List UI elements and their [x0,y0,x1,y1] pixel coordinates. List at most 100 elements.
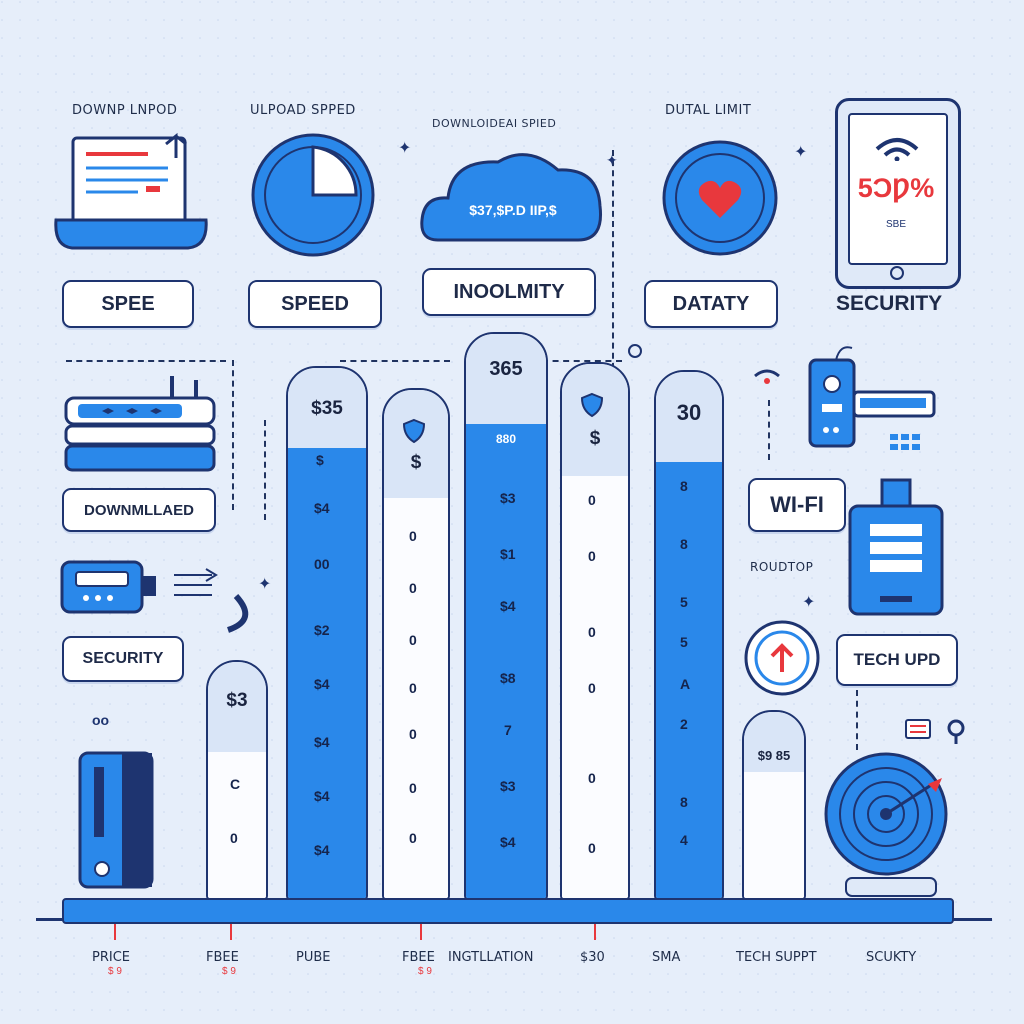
switch-device-icon [808,346,936,448]
circle-decoration [628,344,642,358]
axis-sub-label: $ 9 [108,966,122,977]
axis-label: $30 [580,950,605,965]
bar-6-tick: A [680,676,691,692]
inoolmity-label: INOOLMITY [422,268,596,316]
bar-4-tick: $3 [500,490,516,506]
axis-sub-label: $ 9 [222,966,236,977]
connector-line [612,150,614,450]
bar-5-tick: 0 [588,840,596,856]
bar-7-label: $9 85 [757,748,791,763]
tablet-percent: 5ƆǷ% [857,173,935,203]
pie-chart-icon [251,133,375,257]
bar-2-tick: $4 [314,842,330,858]
roudtop-caption: ROUDTOP [750,560,814,574]
tablet-sub: SBE [885,219,906,230]
bar-3-tick: 0 [409,780,417,796]
bar-5 [560,362,630,900]
bar-5-tick: 0 [588,770,596,786]
bar-4-tick: $4 [500,834,516,850]
axis-label: FBEE [206,950,239,965]
downloaded-label: DOWNMLLAED [62,488,216,532]
security-label-top: SECURITY [836,292,943,315]
tick-marker [420,924,422,940]
wifi-small-icon [754,369,780,384]
satellite-dish-icon [824,752,948,897]
dots-decoration: oo [92,712,110,728]
caption-data-limit: DUTAL LIMIT [665,103,752,118]
bar-5-tick: 0 [588,624,596,640]
bar-3-tick: 0 [409,726,417,742]
grid-dots-icon [890,434,920,450]
tablet-home-button[interactable] [890,266,904,280]
bar-6-tick: 8 [680,478,688,494]
axis-label: SCUKTY [866,950,917,965]
wifi-icon [875,138,919,161]
caption-upload-speed: ULPOAD SPPED [250,103,356,118]
bar-2-tick: 00 [314,556,330,572]
tick-marker [114,924,116,940]
bar-3-label: $ [410,452,422,473]
tick-marker [594,924,596,940]
arrow-icon [174,568,218,596]
connector-line [264,420,266,520]
axis-sub-label: $ 9 [418,966,432,977]
bar-2-tick: $4 [314,734,330,750]
router-box-icon [848,478,944,616]
bar-6-tick: 8 [680,794,688,810]
spee-label: SPEE [62,280,194,328]
bar-3-tick: 0 [409,528,417,544]
bar-6 [654,370,724,900]
bar-6-tick: 5 [680,634,688,650]
server-tower-icon [78,751,154,889]
bar-6-tick: 4 [680,832,688,848]
bar-6-tick: 8 [680,536,688,552]
axis-label: PRICE [92,950,130,965]
bar-5-label: $ [589,428,601,449]
bar-1-tick: 0 [230,830,238,846]
tech-upd-label: TECH UPD [836,634,958,686]
bar-3 [382,388,450,900]
cloud-text: $37,$P.D IIP,$ [469,202,557,218]
shield-icon [402,418,426,444]
bar-2-label: $35 [311,398,343,419]
shield-icon [580,392,604,418]
bar-2 [286,366,368,900]
bar-5-tick: 0 [588,492,596,508]
connector-line [542,360,622,362]
map-pin-icon [905,719,965,744]
bar-4 [464,332,548,900]
bar-4-tick: $1 [500,546,516,562]
bar-5-tick: 0 [588,548,596,564]
sparkle-icon: ✦ [398,140,412,157]
bar-2-tick: $4 [314,500,330,516]
bar-5-tick: 0 [588,680,596,696]
cloud-icon [420,153,603,242]
tick-marker [230,924,232,940]
connector-line [856,690,858,750]
bar-7 [742,710,806,900]
sparkle-icon: ✦ [606,152,618,168]
bar-4-sub: 880 [495,432,517,446]
bar-2-tick: $ [316,452,324,468]
security-label-left: SECURITY [62,636,184,682]
caption-download-speed: DOWNLOIDEAI SPIED [432,117,557,130]
dataty-label: DATATY [644,280,778,328]
bar-2-tick: $4 [314,676,330,692]
bar-3-tick: 0 [409,632,417,648]
connector-line [232,360,234,510]
bar-2-tick: $4 [314,788,330,804]
axis-label: TECH SUPPT [736,950,817,965]
tablet-device: 5ƆǷ% SBE [835,98,961,289]
bar-6-label: 30 [676,400,702,425]
bar-1-label: $3 [226,690,248,711]
speed-label: SPEED [248,280,382,328]
bar-4-tick: $4 [500,598,516,614]
bar-4-tick: $3 [500,778,516,794]
bar-6-tick: 2 [680,716,688,732]
document-laptop-icon [54,132,208,250]
bar-1-tick: C [230,776,241,792]
bar-4-label: 365 [489,358,523,380]
bar-1 [206,660,268,900]
connector-line [768,400,770,460]
